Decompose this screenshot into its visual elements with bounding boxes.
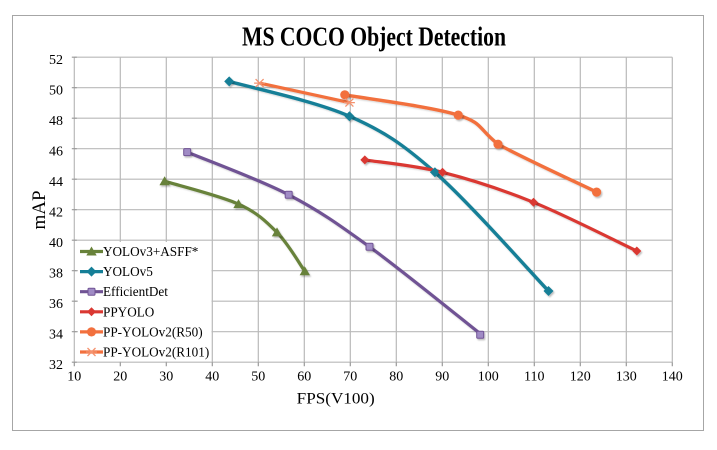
svg-text:40: 40 <box>49 236 63 251</box>
svg-text:90: 90 <box>435 369 449 384</box>
svg-text:52: 52 <box>49 53 63 68</box>
svg-text:140: 140 <box>662 369 683 384</box>
svg-text:50: 50 <box>49 83 63 98</box>
svg-text:PPYOLO: PPYOLO <box>103 304 154 319</box>
svg-text:10: 10 <box>67 369 81 384</box>
svg-text:48: 48 <box>49 114 63 129</box>
svg-text:20: 20 <box>113 369 127 384</box>
svg-text:36: 36 <box>49 297 63 312</box>
svg-text:46: 46 <box>49 144 63 159</box>
svg-text:32: 32 <box>49 358 63 373</box>
svg-text:EfficientDet: EfficientDet <box>103 284 168 299</box>
svg-text:130: 130 <box>616 369 637 384</box>
svg-text:44: 44 <box>49 175 63 190</box>
svg-text:MS COCO Object Detection: MS COCO Object Detection <box>242 21 506 51</box>
svg-text:42: 42 <box>49 205 63 220</box>
svg-text:PP-YOLOv2(R101): PP-YOLOv2(R101) <box>103 345 209 360</box>
svg-text:100: 100 <box>478 369 499 384</box>
svg-text:40: 40 <box>205 369 219 384</box>
svg-text:PP-YOLOv2(R50): PP-YOLOv2(R50) <box>103 324 203 339</box>
svg-text:YOLOv3+ASFF*: YOLOv3+ASFF* <box>103 244 198 259</box>
svg-text:60: 60 <box>297 369 311 384</box>
svg-text:38: 38 <box>49 266 63 281</box>
svg-text:120: 120 <box>570 369 591 384</box>
svg-text:110: 110 <box>524 369 544 384</box>
svg-text:YOLOv5: YOLOv5 <box>103 264 153 279</box>
svg-text:34: 34 <box>49 327 63 342</box>
svg-text:mAP: mAP <box>29 190 50 229</box>
svg-text:80: 80 <box>389 369 403 384</box>
svg-text:30: 30 <box>159 369 173 384</box>
svg-text:FPS(V100): FPS(V100) <box>297 391 375 408</box>
svg-text:70: 70 <box>343 369 357 384</box>
svg-text:50: 50 <box>251 369 265 384</box>
